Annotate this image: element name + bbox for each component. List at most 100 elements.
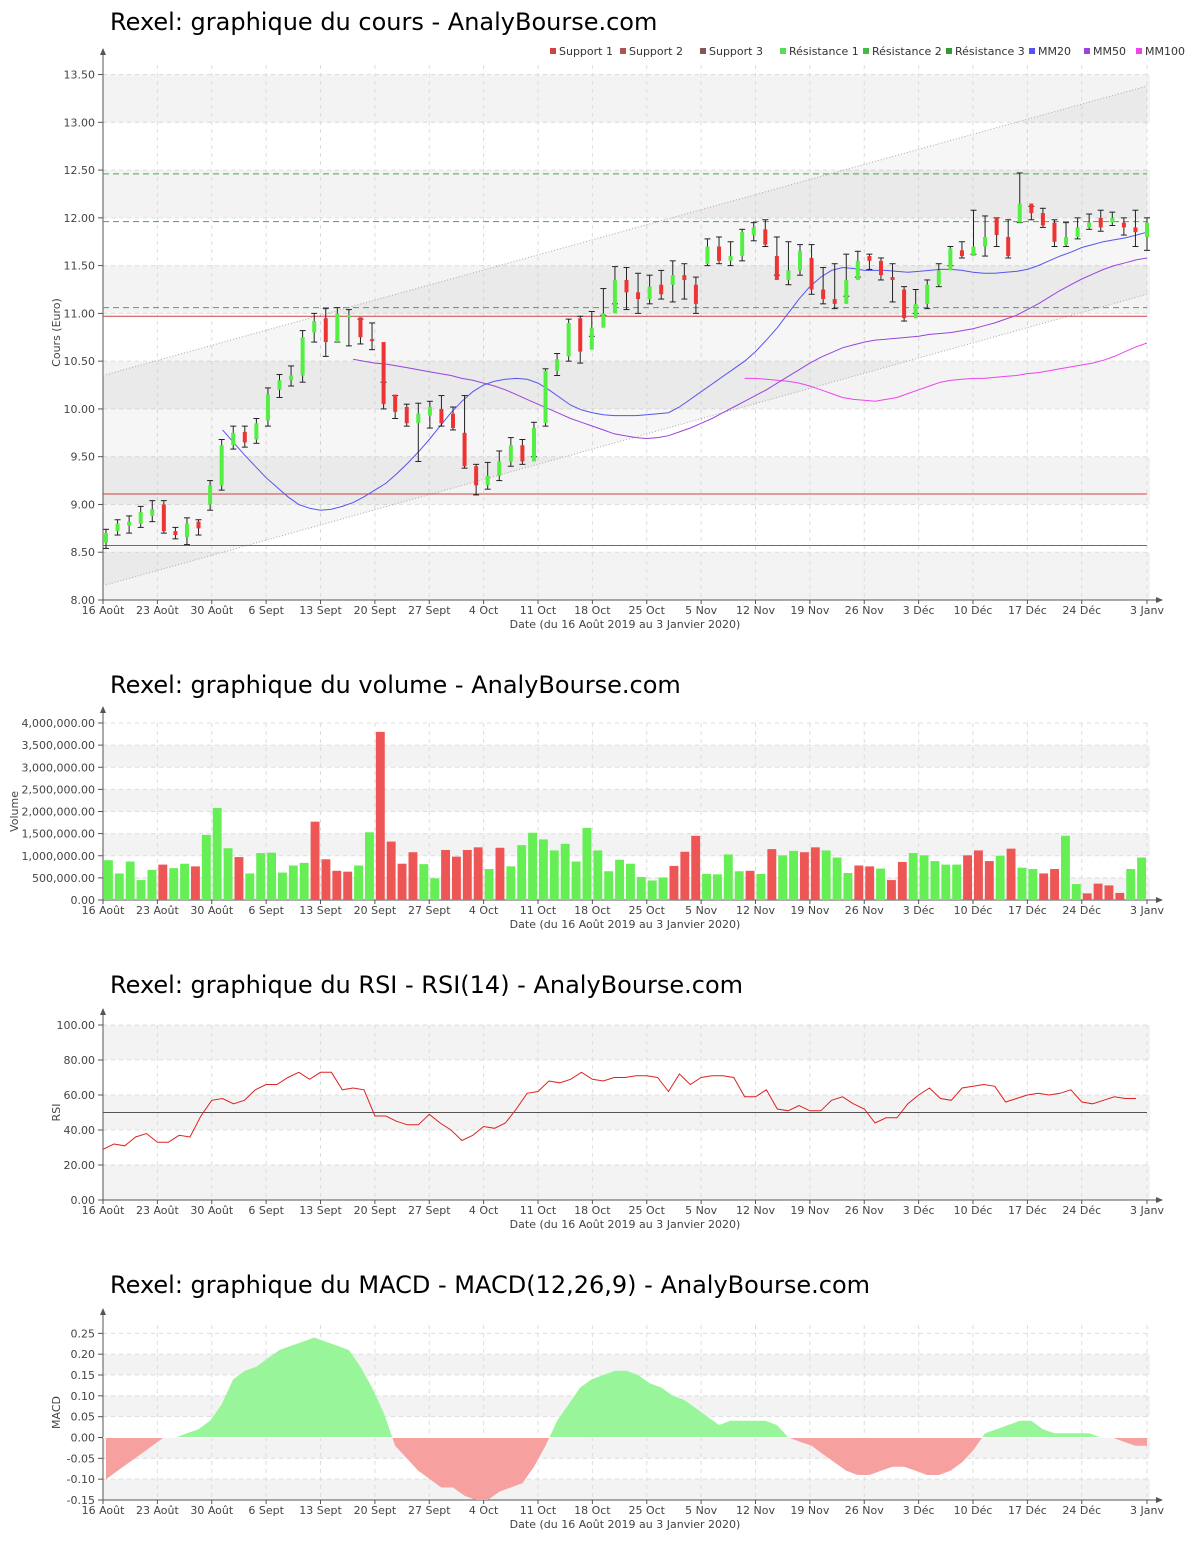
mm50-line xyxy=(353,257,1148,440)
volume-bar xyxy=(321,859,331,900)
rsi-xtick-label: 26 Nov xyxy=(845,1204,884,1217)
price-xtick-label: 19 Nov xyxy=(790,604,829,617)
macd-xtick-label: 10 Déc xyxy=(954,1504,993,1517)
price-xtick-label: 5 Nov xyxy=(685,604,717,617)
legend-swatch xyxy=(1029,48,1035,54)
price-xtick-label: 17 Déc xyxy=(1008,604,1047,617)
macd-xtick-label: 6 Sept xyxy=(248,1504,284,1517)
volume-bar xyxy=(843,873,853,900)
candle-body xyxy=(566,322,571,357)
volume-bar xyxy=(473,847,483,900)
candle-body xyxy=(150,509,155,516)
macd-xtick-label: 30 Août xyxy=(190,1504,234,1517)
candle-body xyxy=(717,246,722,261)
volume-xtick-label: 5 Nov xyxy=(685,904,717,917)
volume-y-axis-label: Volume xyxy=(8,791,21,832)
macd-xtick-label: 27 Sept xyxy=(408,1504,451,1517)
volume-bar xyxy=(571,861,581,900)
legend-swatch xyxy=(1136,48,1142,54)
volume-bar xyxy=(169,868,179,900)
macd-chart-panel: Rexel: graphique du MACD - MACD(12,26,9)… xyxy=(0,1260,1200,1550)
volume-bar xyxy=(1071,884,1081,900)
volume-bar xyxy=(821,850,831,900)
volume-xtick-label: 16 Août xyxy=(82,904,126,917)
macd-xtick-label: 12 Nov xyxy=(736,1504,775,1517)
rsi-band xyxy=(103,1165,1150,1200)
volume-bar xyxy=(1082,893,1092,900)
volume-bar xyxy=(408,852,418,900)
macd-xtick-label: 3 Janv xyxy=(1130,1504,1164,1517)
rsi-ytick-label: 20.00 xyxy=(64,1159,96,1172)
volume-bar xyxy=(267,852,276,900)
volume-bar xyxy=(299,862,309,900)
volume-band xyxy=(103,833,1150,856)
volume-bar xyxy=(615,859,624,900)
volume-bar xyxy=(462,849,472,900)
price-ytick-label: 12.50 xyxy=(64,164,96,177)
volume-xtick-label: 26 Nov xyxy=(845,904,884,917)
macd-area-positive xyxy=(163,1337,393,1438)
macd-band xyxy=(103,1354,1150,1375)
price-chart: 8.00 8.50 9.00 9.50 10.00 10.50 11.00 11.50 12.0… xyxy=(50,45,1185,631)
volume-bar xyxy=(147,869,157,900)
volume-chart: 0.00 500,000.00 1,000,000.00 1,500,000.00 2,… xyxy=(8,706,1164,931)
price-ytick-label: 9.50 xyxy=(71,451,96,464)
mm20-line xyxy=(222,231,1148,511)
volume-xtick-label: 11 Oct xyxy=(520,904,557,917)
macd-chart: -0.15 -0.10 -0.05 0.00 0.05 0.10 0.15 0.20 0.25 1… xyxy=(50,1308,1164,1531)
candle-body xyxy=(578,318,583,352)
volume-bar xyxy=(1017,867,1027,900)
volume-bar xyxy=(1104,885,1114,900)
macd-xtick-label: 4 Oct xyxy=(469,1504,499,1517)
candle-body xyxy=(913,303,918,319)
volume-bar xyxy=(539,839,548,900)
volume-chart-title: Rexel: graphique du volume - AnalyBourse… xyxy=(110,671,681,699)
candle-body xyxy=(381,342,386,405)
volume-ytick-label: 1,000,000.00 xyxy=(22,850,95,863)
candle-body xyxy=(705,246,710,264)
candle-body xyxy=(208,485,213,505)
volume-xtick-label: 20 Sept xyxy=(354,904,397,917)
candle-body xyxy=(346,315,351,318)
legend-label: MM50 xyxy=(1093,45,1126,58)
candle-body xyxy=(763,229,768,245)
volume-bar xyxy=(800,852,809,900)
candle-body xyxy=(1075,227,1080,237)
volume-bar xyxy=(984,861,994,900)
candle-body xyxy=(520,445,525,462)
rsi-ytick-label: 80.00 xyxy=(64,1054,96,1067)
volume-bar xyxy=(778,855,788,900)
price-ytick-label: 8.00 xyxy=(71,594,96,607)
candle-body xyxy=(104,533,108,543)
price-ytick-label: 8.50 xyxy=(71,546,96,559)
price-ytick-label: 13.50 xyxy=(64,69,96,82)
volume-bar xyxy=(702,873,711,900)
rsi-xtick-label: 25 Oct xyxy=(628,1204,665,1217)
volume-bar xyxy=(212,807,222,900)
volume-bar xyxy=(549,850,559,900)
price-xtick-label: 6 Sept xyxy=(248,604,284,617)
candle-body xyxy=(1052,222,1057,242)
price-chart-panel: Rexel: graphique du cours - AnalyBourse.… xyxy=(0,0,1200,640)
volume-band xyxy=(103,789,1150,812)
macd-area-positive xyxy=(549,1370,789,1438)
rsi-ytick-label: 0.00 xyxy=(71,1194,96,1207)
volume-bar xyxy=(180,863,189,900)
rsi-xtick-label: 24 Déc xyxy=(1062,1204,1101,1217)
price-xtick-label: 26 Nov xyxy=(845,604,884,617)
macd-y-arrow xyxy=(100,1308,106,1315)
macd-xtick-label: 5 Nov xyxy=(685,1504,717,1517)
price-band xyxy=(103,552,1150,600)
candle-body xyxy=(531,428,536,462)
candle-body xyxy=(196,521,201,529)
price-xtick-label: 12 Nov xyxy=(736,604,775,617)
volume-xtick-label: 18 Oct xyxy=(574,904,611,917)
volume-bar xyxy=(604,871,614,900)
candle-body xyxy=(890,277,895,280)
rsi-chart: 0.00 20.00 40.00 60.00 80.00 100.00 16 Août 23 … xyxy=(50,1008,1164,1231)
rsi-ytick-label: 100.00 xyxy=(57,1019,96,1032)
macd-xtick-label: 11 Oct xyxy=(520,1504,557,1517)
volume-bar xyxy=(517,845,527,900)
legend-label: Support 3 xyxy=(709,45,763,58)
candle-body xyxy=(1121,222,1126,228)
